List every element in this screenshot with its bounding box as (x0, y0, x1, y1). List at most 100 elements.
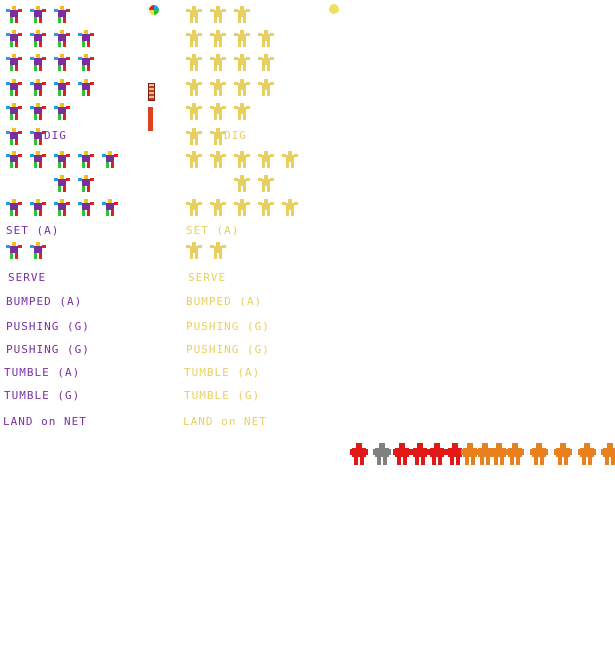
player-sprite-frame-left (28, 5, 48, 25)
player-sprite-frame-right (208, 241, 228, 261)
opponent-sprite (506, 442, 524, 470)
player-sprite-frame-left (4, 29, 24, 49)
player-sprite-frame-right (184, 198, 204, 218)
player-sprite-frame-left (52, 174, 72, 194)
label-pushing-g2-right: PUSHING (G) (186, 343, 270, 356)
opponent-sprite (554, 442, 572, 470)
label-bumped-a-right: BUMPED (A) (186, 295, 263, 308)
label-pushing-g2-left: PUSHING (G) (6, 343, 90, 356)
player-sprite-frame-right (208, 78, 228, 98)
player-sprite-frame-right (256, 53, 276, 73)
player-sprite-frame-right (184, 53, 204, 73)
player-sprite-frame-left (4, 198, 24, 218)
opponent-sprite (578, 442, 596, 470)
player-sprite-frame-right (184, 78, 204, 98)
player-sprite-frame-left (76, 78, 96, 98)
player-sprite-frame-right (184, 5, 204, 25)
player-sprite-frame-left (52, 5, 72, 25)
player-sprite-frame-right (256, 29, 276, 49)
player-sprite-frame-left (52, 150, 72, 170)
player-sprite-frame-left (52, 198, 72, 218)
player-sprite-frame-right (208, 5, 228, 25)
player-sprite-frame-right (232, 102, 252, 122)
player-sprite-frame-left (100, 198, 120, 218)
label-pushing-g-left: PUSHING (G) (6, 320, 90, 333)
player-sprite-frame-right (280, 198, 300, 218)
player-sprite-frame-left (76, 29, 96, 49)
player-sprite-frame-left (4, 5, 24, 25)
label-dig-left: DIG (44, 129, 67, 142)
player-sprite-frame-left (28, 102, 48, 122)
player-sprite-frame-right (208, 198, 228, 218)
player-sprite-frame-left (52, 53, 72, 73)
player-sprite-frame-left (4, 127, 24, 147)
player-sprite-frame-left (52, 29, 72, 49)
player-sprite-frame-left (28, 150, 48, 170)
player-sprite-frame-right (208, 102, 228, 122)
opponent-sprite (373, 442, 391, 470)
label-serve-left: SERVE (8, 271, 47, 284)
player-sprite-frame-right (256, 198, 276, 218)
player-sprite-frame-left (100, 150, 120, 170)
player-sprite-frame-right (184, 29, 204, 49)
player-sprite-frame-right (208, 29, 228, 49)
player-sprite-frame-left (52, 78, 72, 98)
player-sprite-frame-right (184, 150, 204, 170)
volleyball-icon (149, 5, 159, 15)
player-sprite-frame-right (280, 150, 300, 170)
player-sprite-frame-left (76, 198, 96, 218)
player-sprite-frame-right (256, 150, 276, 170)
opponent-sprite (428, 442, 446, 470)
label-set-a-left: SET (A) (6, 224, 60, 237)
player-sprite-frame-right (232, 78, 252, 98)
player-sprite-frame-left (76, 53, 96, 73)
opponent-sprite (393, 442, 411, 470)
player-sprite-frame-left (28, 127, 48, 147)
player-sprite-frame-left (4, 102, 24, 122)
label-set-a-right: SET (A) (186, 224, 240, 237)
opponent-sprite (350, 442, 368, 470)
player-sprite-frame-left (28, 241, 48, 261)
player-sprite-frame-left (28, 29, 48, 49)
player-sprite-frame-right (208, 53, 228, 73)
player-sprite-frame-right (232, 29, 252, 49)
label-tumble-g-left: TUMBLE (G) (4, 389, 81, 402)
opponent-sprite (530, 442, 548, 470)
player-sprite-frame-right (232, 174, 252, 194)
player-sprite-frame-right (184, 241, 204, 261)
player-sprite-frame-left (28, 198, 48, 218)
yellow-dot-icon (329, 4, 339, 14)
label-pushing-g-right: PUSHING (G) (186, 320, 270, 333)
player-sprite-frame-left (4, 53, 24, 73)
net-post-bottom-icon (148, 107, 153, 131)
player-sprite-frame-right (184, 102, 204, 122)
player-sprite-frame-left (52, 102, 72, 122)
player-sprite-frame-right (184, 127, 204, 147)
player-sprite-frame-left (4, 150, 24, 170)
player-sprite-frame-right (232, 5, 252, 25)
player-sprite-frame-right (256, 78, 276, 98)
label-tumble-g-right: TUMBLE (G) (184, 389, 261, 402)
player-sprite-frame-right (232, 53, 252, 73)
label-serve-right: SERVE (188, 271, 227, 284)
player-sprite-frame-right (256, 174, 276, 194)
opponent-sprite (601, 442, 615, 470)
label-dig-right: DIG (224, 129, 247, 142)
opponent-sprite (411, 442, 429, 470)
player-sprite-frame-right (208, 150, 228, 170)
player-sprite-frame-left (28, 53, 48, 73)
player-sprite-frame-right (232, 150, 252, 170)
player-sprite-frame-left (76, 150, 96, 170)
player-sprite-frame-left (4, 241, 24, 261)
player-sprite-frame-left (28, 78, 48, 98)
label-tumble-a-left: TUMBLE (A) (4, 366, 81, 379)
net-post-top-icon (148, 83, 155, 101)
player-sprite-frame-left (4, 78, 24, 98)
label-bumped-a-left: BUMPED (A) (6, 295, 83, 308)
label-land-on-net-right: LAND on NET (183, 415, 267, 428)
player-sprite-frame-left (76, 174, 96, 194)
player-sprite-frame-right (208, 127, 228, 147)
label-tumble-a-right: TUMBLE (A) (184, 366, 261, 379)
player-sprite-frame-right (232, 198, 252, 218)
